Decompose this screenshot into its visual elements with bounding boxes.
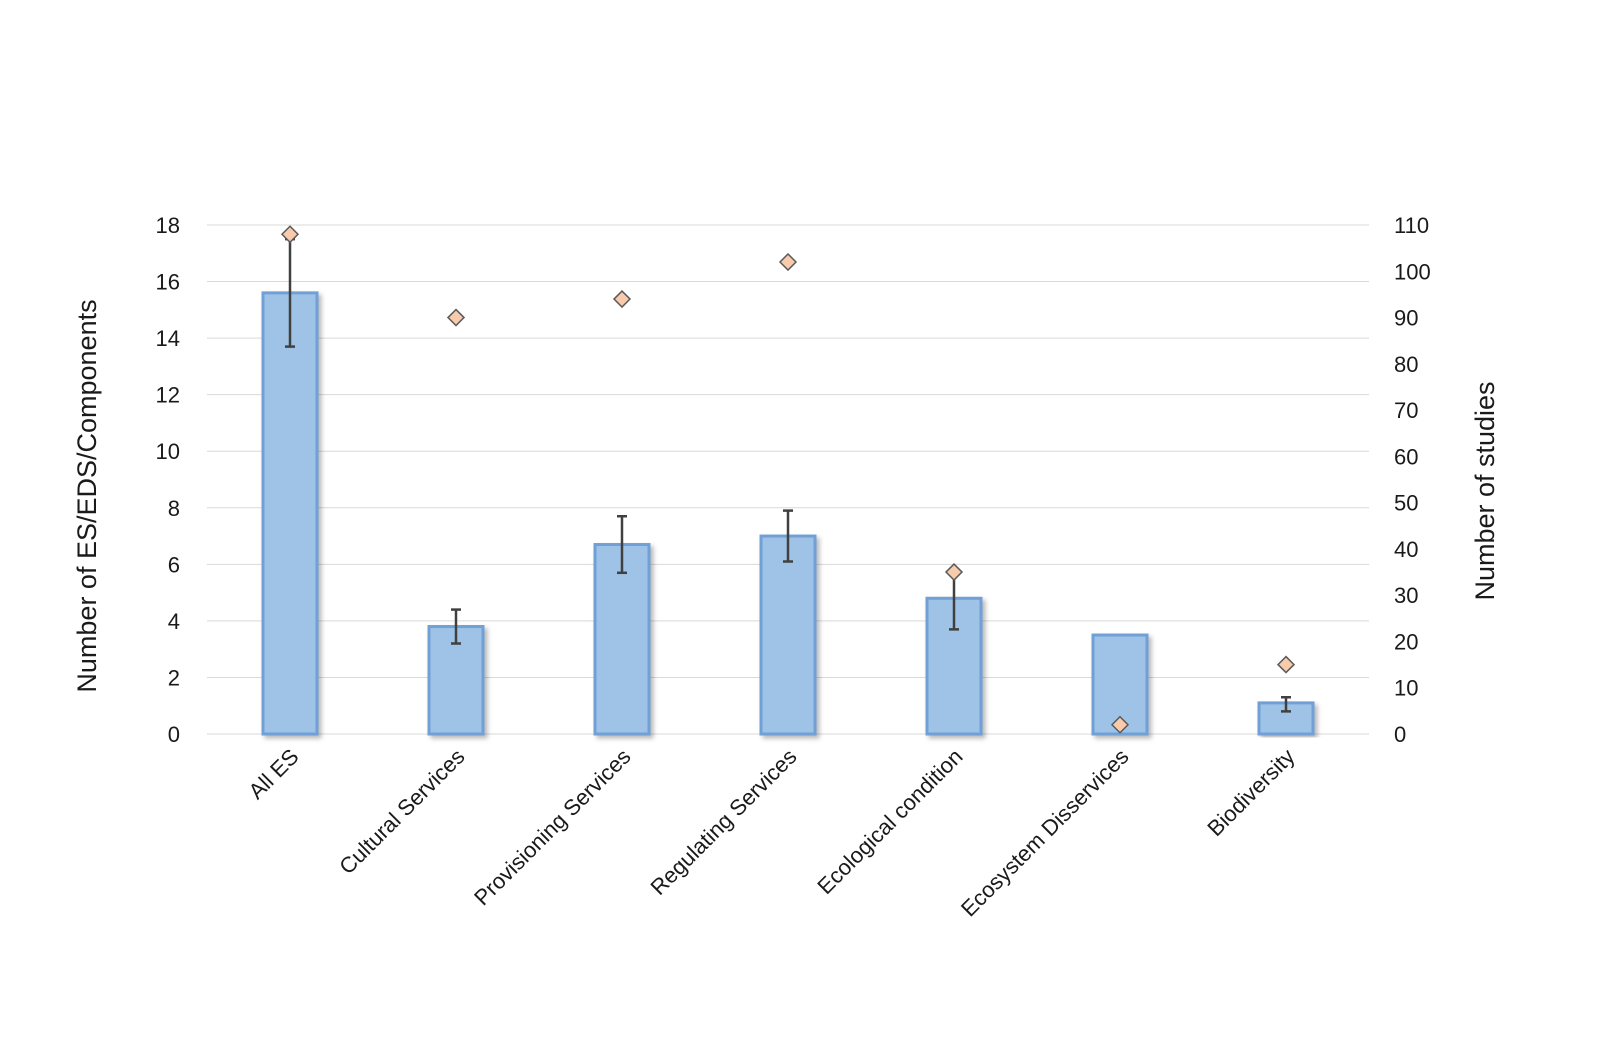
- y2-tick-label: 100: [1394, 259, 1431, 284]
- y-tick-label: 8: [168, 496, 180, 521]
- y-tick-label: 14: [156, 326, 180, 351]
- bar: [759, 534, 817, 736]
- y-tick-label: 4: [168, 609, 180, 634]
- y2-tick-label: 110: [1394, 213, 1429, 238]
- bar: [593, 543, 651, 736]
- y2-tick-label: 10: [1394, 676, 1418, 701]
- y-tick-label: 12: [156, 383, 180, 408]
- study-marker: [944, 562, 964, 582]
- study-marker: [446, 308, 466, 327]
- y-tick-label: 0: [168, 722, 180, 747]
- y-axis-title: Number of ES/EDS/Components: [72, 299, 102, 692]
- category-label: All ES: [243, 744, 303, 804]
- y-tick-label: 2: [168, 665, 180, 690]
- y2-tick-label: 70: [1394, 398, 1418, 423]
- study-marker: [280, 225, 300, 244]
- category-label: Ecosystem Disservices: [956, 744, 1134, 922]
- y2-tick-label: 40: [1394, 537, 1418, 562]
- category-labels: All ES Cultural Services Provisioning Serv…: [243, 744, 1299, 922]
- y2-tick-label: 60: [1394, 444, 1418, 469]
- category-label: Ecological condition: [812, 744, 967, 899]
- study-markers: [280, 225, 1296, 734]
- y2-tick-label: 50: [1394, 491, 1418, 516]
- bar: [261, 291, 319, 736]
- y2-tick-label: 80: [1394, 352, 1418, 377]
- study-marker: [1276, 655, 1296, 674]
- y2-tick-label: 20: [1394, 629, 1418, 654]
- y2-tick-label: 0: [1394, 722, 1406, 747]
- study-marker: [1110, 715, 1130, 734]
- y2-tick-label: 30: [1394, 583, 1418, 608]
- study-marker: [778, 252, 798, 272]
- category-label: Provisioning Services: [469, 744, 635, 910]
- error-bars: [285, 237, 1291, 713]
- y-tick-label: 18: [156, 213, 180, 238]
- study-marker: [612, 289, 632, 309]
- y-tick-label: 6: [168, 552, 180, 577]
- tick-labels: 0 2 4 6 8 10 12 14 16 18 0 10 20 30 40 50 60 70 80 90 100 110: [156, 213, 1431, 747]
- y-tick-label: 10: [156, 439, 180, 464]
- gridlines: [207, 224, 1369, 735]
- y2-axis-title: Number of studies: [1470, 381, 1500, 600]
- category-label: Cultural Services: [334, 744, 469, 879]
- category-label: Regulating Services: [645, 744, 801, 900]
- y-tick-label: 16: [156, 270, 180, 295]
- category-label: Biodiversity: [1202, 744, 1299, 841]
- y2-tick-label: 90: [1394, 306, 1418, 331]
